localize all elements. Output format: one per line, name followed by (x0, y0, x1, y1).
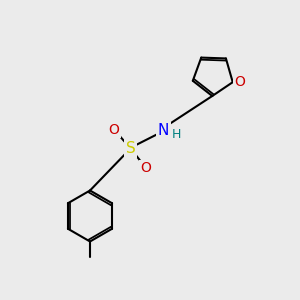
Text: O: O (141, 161, 152, 175)
Text: N: N (158, 123, 169, 138)
Text: S: S (126, 141, 135, 156)
Text: O: O (109, 123, 119, 137)
Text: H: H (171, 128, 181, 141)
Text: O: O (234, 75, 245, 89)
